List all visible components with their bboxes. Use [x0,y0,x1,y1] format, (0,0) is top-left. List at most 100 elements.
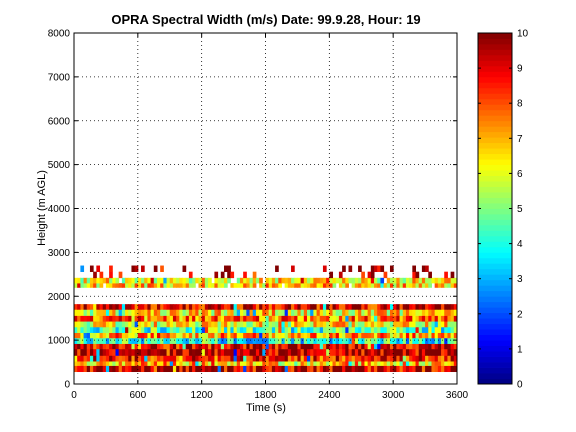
heatmap-cell [188,326,193,333]
heatmap-cell [89,326,94,333]
heatmap-cell [415,315,420,322]
heatmap-cell [358,361,362,366]
heatmap-cell [447,343,452,350]
heatmap-cell [287,315,292,322]
colorbar-cell [478,224,512,231]
heatmap-cell [370,304,375,310]
heatmap-cell [128,343,132,350]
heatmap-cell [128,332,132,339]
heatmap-cell [399,315,404,322]
heatmap-cell [262,343,266,350]
colorbar-cell [478,208,512,215]
heatmap-cell [329,271,334,279]
heatmap-cell [348,337,353,344]
heatmap-cell [172,304,177,310]
heatmap-cell [230,332,235,339]
heatmap-cell [227,332,231,339]
heatmap-cell [249,315,254,322]
heatmap-cell [99,355,104,362]
heatmap-cell [370,271,375,279]
heatmap-cell [354,343,359,350]
heatmap-cell [348,265,353,272]
heatmap-cell [386,332,391,339]
heatmap-cell [437,361,442,366]
heatmap-cell [188,361,193,366]
heatmap-cell [121,332,126,339]
colorbar-cell [478,362,512,368]
heatmap-cell [182,348,187,356]
heatmap-cell [74,283,78,288]
heatmap-cell [201,348,206,356]
heatmap-cell [259,304,263,310]
heatmap-cell [310,337,314,344]
heatmap-cell [172,361,177,366]
heatmap-cell [316,277,321,284]
heatmap-cell [137,321,142,328]
heatmap-cell [160,277,164,284]
heatmap-cell [255,309,260,316]
heatmap-cell [195,343,199,350]
heatmap-cell [217,361,222,366]
heatmap-cell [141,315,145,322]
heatmap-cell [160,265,164,272]
heatmap-cell [214,321,219,328]
heatmap-cell [380,326,385,333]
heatmap-cell [278,337,282,344]
heatmap-cell [425,304,429,310]
heatmap-cell [230,315,235,322]
heatmap-cell [393,277,397,284]
heatmap-cell [447,277,452,284]
heatmap-cell [125,348,129,356]
heatmap-cell [153,361,158,366]
heatmap-cell [96,348,101,356]
heatmap-cell [268,337,273,344]
heatmap-cell [428,277,432,284]
heatmap-cell [275,309,279,316]
heatmap-cell [259,277,263,284]
heatmap-cell [239,361,244,366]
heatmap-cell [345,304,349,310]
heatmap-cell [166,315,171,322]
heatmap-cell [351,332,356,339]
heatmap-cell [396,315,401,322]
heatmap-cell [310,277,314,284]
heatmap-cell [275,337,279,344]
heatmap-cell [284,361,289,366]
heatmap-cell [236,355,241,362]
heatmap-cell [185,361,190,366]
heatmap-cell [421,337,426,344]
heatmap-cell [80,365,85,373]
heatmap-cell [402,309,407,316]
heatmap-cell [156,348,161,356]
heatmap-cell [367,277,372,284]
heatmap-cell [105,326,110,333]
heatmap-cell [326,277,330,284]
heatmap-cell [188,277,193,284]
heatmap-cell [243,337,247,344]
heatmap-cell [386,348,391,356]
heatmap-cell [188,348,193,356]
colorbar-tick-label: 3 [517,274,523,285]
heatmap-cell [236,332,241,339]
heatmap-cell [389,326,394,333]
heatmap-cell [380,365,385,373]
heatmap-cell [351,321,356,328]
heatmap-cell [239,283,244,288]
heatmap-cell [83,283,88,288]
heatmap-cell [156,326,161,333]
heatmap-cell [434,321,439,328]
heatmap-cell [374,304,378,310]
heatmap-cell [450,309,455,316]
heatmap-cell [431,321,436,328]
heatmap-cell [121,309,126,316]
heatmap-cell [236,315,241,322]
heatmap-cell [332,355,337,362]
heatmap-cell [214,332,219,339]
heatmap-cell [332,309,337,316]
heatmap-cell [418,343,423,350]
heatmap-cell [179,304,184,310]
heatmap-cell [239,304,244,310]
colorbar-cell [478,301,512,308]
heatmap-cell [192,326,196,333]
colorbar-cell [478,296,512,303]
